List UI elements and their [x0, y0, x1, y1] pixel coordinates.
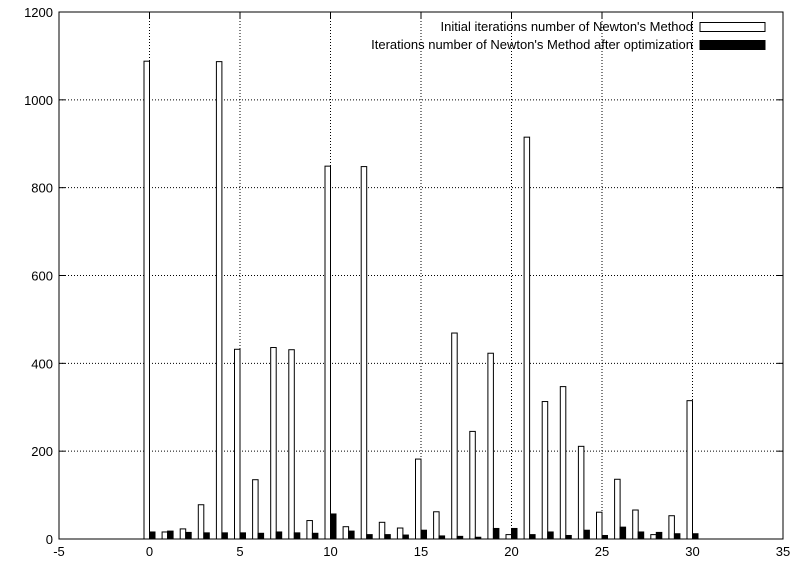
- bar-optimized: [257, 532, 265, 540]
- x-tick-label: 30: [685, 544, 699, 559]
- y-tick-label: 400: [31, 356, 53, 371]
- x-tick-label: 20: [504, 544, 518, 559]
- bar-optimized: [149, 531, 156, 540]
- bar-optimized: [167, 530, 174, 540]
- bar-optimized: [637, 531, 645, 540]
- bar-initial: [505, 534, 512, 540]
- bar-initial: [668, 515, 675, 540]
- x-tick-label: 0: [146, 544, 153, 559]
- bar-initial: [487, 352, 494, 540]
- legend-swatch-initial: [699, 22, 766, 32]
- x-tick-label: 5: [236, 544, 243, 559]
- bar-optimized: [203, 532, 210, 540]
- y-tick-label: 200: [31, 444, 53, 459]
- bar-initial: [252, 479, 259, 540]
- legend-entry-optimized: Iterations number of Newton's Method aft…: [371, 37, 693, 52]
- bar-initial: [650, 534, 657, 540]
- x-tick-label: 25: [595, 544, 609, 559]
- bar-initial: [197, 504, 205, 540]
- bar-optimized: [311, 532, 319, 540]
- bar-initial: [288, 349, 295, 540]
- bar-initial: [161, 531, 169, 540]
- bar-optimized: [511, 527, 518, 540]
- y-tick-label: 800: [31, 181, 53, 196]
- bar-initial: [559, 386, 567, 540]
- bar-optimized: [348, 530, 355, 540]
- bar-initial: [324, 165, 331, 540]
- bar-initial: [270, 347, 277, 540]
- bar-initial: [306, 520, 313, 540]
- plot-frame: [58, 11, 784, 540]
- bar-optimized: [293, 532, 301, 540]
- x-tick-label: 10: [323, 544, 337, 559]
- bar-optimized: [673, 533, 681, 540]
- bar-initial: [360, 166, 368, 540]
- bar-optimized: [185, 531, 192, 540]
- bar-initial: [342, 526, 350, 540]
- y-tick-label: 1000: [24, 93, 53, 108]
- bar-optimized: [420, 529, 427, 540]
- bar-initial: [541, 401, 549, 540]
- bar-optimized: [366, 534, 373, 540]
- x-tick-label: 35: [776, 544, 790, 559]
- y-tick-label: 600: [31, 269, 53, 284]
- bar-initial: [179, 528, 187, 540]
- bar-initial: [577, 445, 585, 540]
- bar-initial: [433, 511, 440, 540]
- bar-initial: [396, 527, 404, 540]
- bar-initial: [415, 458, 422, 540]
- legend-swatch-optimized: [699, 40, 766, 50]
- bar-optimized: [529, 534, 536, 540]
- bar-optimized: [330, 513, 337, 540]
- bar-initial: [469, 430, 476, 540]
- bar-initial: [215, 61, 223, 540]
- bar-initial: [451, 332, 458, 540]
- bar-optimized: [492, 527, 500, 540]
- bar-optimized: [239, 532, 246, 540]
- bar-initial: [378, 521, 386, 540]
- x-tick-label: 15: [414, 544, 428, 559]
- bar-optimized: [221, 532, 228, 540]
- bar-optimized: [402, 534, 409, 540]
- bar-initial: [234, 348, 241, 540]
- bar-initial: [143, 60, 150, 540]
- bar-optimized: [275, 531, 283, 540]
- bar-optimized: [384, 534, 391, 540]
- legend-entry-initial: Initial iterations number of Newton's Me…: [441, 19, 694, 34]
- y-tick-label: 1200: [24, 5, 53, 20]
- bar-initial: [632, 509, 639, 540]
- bar-optimized: [547, 531, 554, 540]
- bar-optimized: [619, 526, 627, 540]
- bar-initial: [523, 136, 531, 540]
- bar-optimized: [692, 533, 699, 540]
- bar-optimized: [583, 529, 590, 540]
- bar-optimized: [655, 531, 663, 540]
- x-tick-label: -5: [53, 544, 65, 559]
- bar-initial: [614, 478, 621, 540]
- bar-optimized: [565, 534, 572, 540]
- bar-initial: [596, 511, 603, 540]
- bar-optimized: [601, 534, 608, 540]
- bar-initial: [686, 400, 693, 540]
- y-tick-label: 0: [46, 532, 53, 547]
